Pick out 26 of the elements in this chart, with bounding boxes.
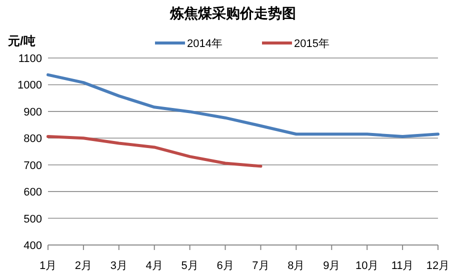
y-axis-title: 元/吨 [7,34,36,48]
y-tick-label: 1100 [18,53,42,65]
x-tick-label: 4月 [146,260,163,272]
x-tick-label: 7月 [252,260,270,272]
x-tick-label: 12月 [426,260,450,272]
y-tick-label: 500 [24,213,42,226]
y-tick-label: 800 [24,133,42,146]
x-tick-label: 11月 [391,260,414,272]
x-tick-label: 6月 [216,260,234,272]
x-tick-label: 1月 [39,260,57,272]
y-tick-label: 900 [24,106,42,118]
legend-label: 2015年 [294,38,330,50]
x-tick-label: 5月 [181,260,198,272]
y-tick-label: 1000 [18,80,42,92]
x-tick-label: 9月 [323,260,340,272]
line-series [46,135,262,168]
y-tick-label: 600 [24,186,42,199]
y-tick-label: 700 [24,160,42,172]
chart-title: 炼焦煤采购价走势图 [169,5,296,21]
x-tick-label: 8月 [288,260,305,272]
legend-label: 2014年 [187,38,222,50]
y-tick-label: 400 [24,240,42,252]
line-series [46,73,440,138]
x-tick-label: 10月 [355,260,379,272]
x-tick-label: 3月 [110,260,128,272]
x-tick-label: 2月 [74,260,92,272]
